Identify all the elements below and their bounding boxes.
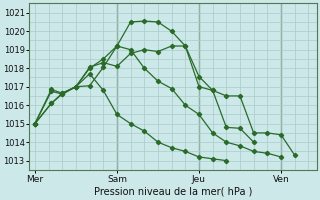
X-axis label: Pression niveau de la mer( hPa ): Pression niveau de la mer( hPa ) (94, 187, 252, 197)
